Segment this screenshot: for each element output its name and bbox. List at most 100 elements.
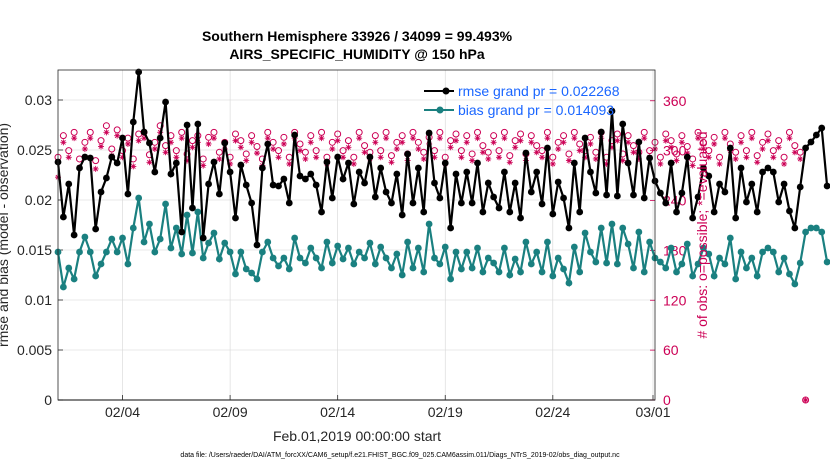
bias-point: [656, 258, 664, 266]
bias-point: [646, 238, 654, 246]
bias-point: [587, 248, 594, 256]
obs-evaluated-point: [555, 145, 562, 152]
bias-point: [710, 272, 718, 280]
axes-box: [57, 69, 656, 401]
bias-point: [823, 258, 830, 266]
rmse-point: [409, 199, 417, 207]
obs-evaluated-point: [377, 154, 384, 161]
x-tick-label: 02/24: [535, 404, 570, 420]
bias-point: [404, 238, 411, 246]
grid: [58, 70, 655, 401]
obs-evaluated-point: [248, 139, 255, 146]
rmse-point: [710, 208, 718, 216]
obs-possible-point: [231, 130, 239, 138]
rmse-point: [737, 164, 745, 172]
obs-possible-point: [253, 142, 261, 150]
obs-evaluated-point: [329, 145, 336, 152]
bias-point: [753, 272, 761, 280]
rmse-point: [232, 214, 239, 222]
rmse-point: [393, 170, 401, 178]
obs-evaluated-point: [393, 145, 400, 152]
y-tick-label: 0.005: [17, 342, 52, 358]
rmse-point: [151, 168, 159, 176]
bias-point: [597, 224, 605, 232]
obs-evaluated-point: [280, 140, 287, 147]
rmse-point: [86, 154, 94, 162]
rmse-point: [328, 194, 336, 202]
rmse-point: [619, 120, 627, 128]
obs-evaluated-point: [485, 155, 492, 162]
bias-point: [538, 268, 546, 276]
obs-evaluated-point: [695, 135, 702, 142]
rmse-point: [253, 241, 261, 249]
bias-point: [743, 264, 750, 272]
rmse-point: [59, 213, 67, 221]
obs-possible-point: [533, 142, 541, 150]
obs-possible-point: [436, 128, 444, 136]
obs-possible-point: [264, 128, 272, 136]
rmse-point: [726, 144, 734, 152]
rmse-point: [65, 180, 73, 188]
bias-point: [764, 244, 772, 252]
obs-possible-point: [538, 147, 546, 155]
bias-point: [248, 269, 256, 277]
obs-possible-point: [791, 142, 799, 150]
bias-point: [549, 272, 557, 280]
obs-evaluated-point: [92, 165, 99, 172]
rmse-point: [398, 211, 406, 219]
rmse-line: [56, 71, 829, 246]
bias-point: [178, 250, 186, 258]
obs-possible-point: [785, 128, 793, 136]
rmse-point: [113, 159, 121, 167]
rmse-point: [280, 175, 288, 183]
obs-possible-point: [409, 128, 417, 136]
bias-point: [215, 255, 223, 263]
bias-point: [463, 248, 471, 256]
obs-possible-point: [414, 138, 422, 146]
bias-point: [667, 244, 675, 252]
bias-point: [242, 265, 250, 273]
bias-point: [350, 260, 358, 268]
rmse-point: [129, 118, 137, 126]
rmse-point: [323, 158, 331, 166]
rmse-point: [156, 134, 164, 142]
bias-point: [732, 275, 740, 283]
bias-point: [576, 268, 584, 276]
bias-point: [662, 264, 670, 272]
obs-evaluated-point: [619, 157, 626, 164]
bias-point: [554, 254, 562, 262]
obs-evaluated-point: [275, 154, 282, 161]
rmse-point: [285, 199, 293, 207]
rmse-point: [683, 153, 691, 161]
obs-possible-point: [457, 147, 465, 155]
obs-evaluated-point: [496, 154, 503, 161]
bias-point: [640, 268, 648, 276]
obs-evaluated-point: [420, 155, 427, 162]
obs-evaluated-point: [711, 140, 718, 147]
obs-possible-point: [387, 152, 395, 160]
bias-point: [318, 264, 325, 272]
bias-point: [420, 268, 428, 276]
bias-point: [479, 268, 487, 276]
bias-point: [630, 264, 637, 272]
rmse-point: [140, 128, 148, 136]
bias-point: [124, 260, 132, 268]
rmse-point: [764, 164, 772, 172]
obs-evaluated-point: [754, 159, 761, 166]
rmse-point: [753, 208, 761, 216]
bias-point: [581, 229, 589, 237]
obs-evaluated-point: [668, 144, 675, 151]
obs-evaluated-point: [173, 154, 180, 161]
obs-evaluated-point: [383, 135, 390, 142]
obs-possible-point: [328, 138, 336, 146]
bias-point: [302, 259, 309, 267]
obs-evaluated-point: [151, 145, 158, 152]
rmse-point: [802, 144, 809, 152]
bias-point: [452, 248, 460, 256]
obs-evaluated-point: [469, 157, 476, 164]
bias-point: [285, 265, 293, 273]
bias-point: [495, 268, 503, 276]
rmse-point: [673, 208, 680, 216]
obs-possible-point: [102, 122, 110, 130]
rmse-point: [640, 194, 648, 202]
